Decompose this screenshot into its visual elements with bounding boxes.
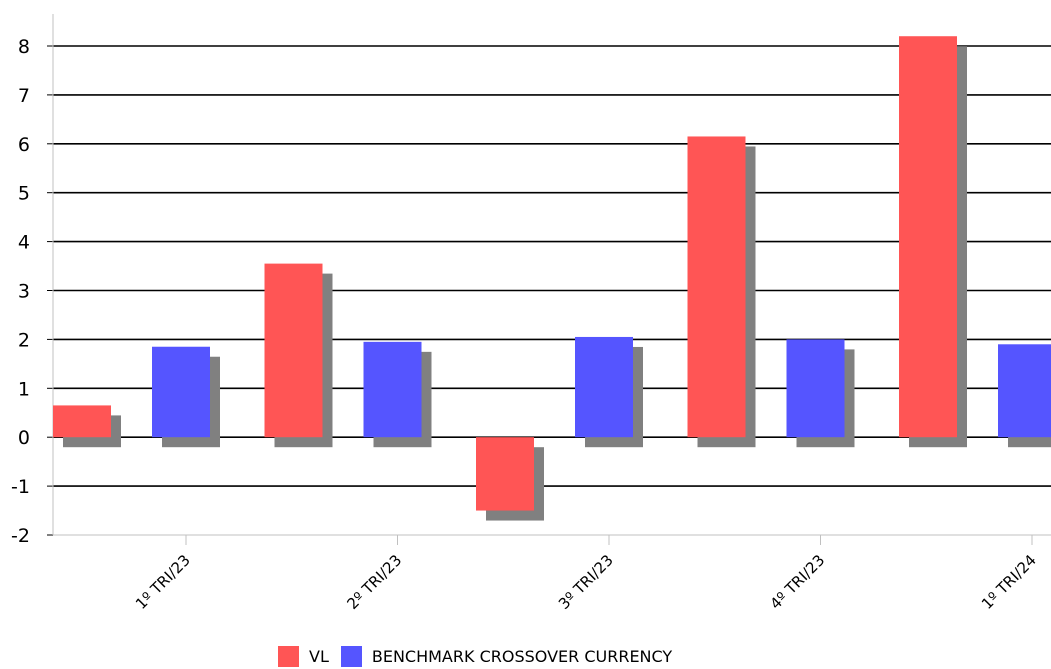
y-tick-label: 5 xyxy=(18,183,30,205)
x-tick-label: 1º TRI/24 xyxy=(978,551,1040,613)
bar-benchmark xyxy=(575,336,633,438)
y-tick-label: 4 xyxy=(18,232,30,254)
bar-vl xyxy=(264,263,323,438)
y-tick-label: -1 xyxy=(11,476,30,498)
bars xyxy=(53,36,1051,511)
x-tick-label: 4º TRI/23 xyxy=(766,551,828,613)
y-tick-label: 3 xyxy=(18,281,30,303)
legend-item-benchmark: BENCHMARK CROSSOVER CURRENCY xyxy=(340,645,673,667)
y-tick-label: 6 xyxy=(18,134,30,156)
y-tick-label: 1 xyxy=(18,378,30,400)
x-axis-ticks: 1º TRI/23 2º TRI/23 3º TRI/23 4º TRI/23 1º T… xyxy=(132,551,1040,613)
bar-benchmark xyxy=(363,341,422,438)
y-tick-label: 0 xyxy=(18,427,30,449)
y-tick-label: -2 xyxy=(11,525,30,547)
bar-vl xyxy=(53,405,111,438)
legend-label-benchmark: BENCHMARK CROSSOVER CURRENCY xyxy=(371,646,673,666)
y-tick-label: 7 xyxy=(18,85,30,107)
legend-swatch-vl xyxy=(278,645,299,667)
bar-benchmark xyxy=(786,339,845,438)
bar-benchmark xyxy=(998,344,1051,438)
bar-vl xyxy=(687,136,746,438)
y-tick-label: 8 xyxy=(18,36,30,58)
legend-label-vl: VL xyxy=(309,646,329,666)
bar-vl xyxy=(899,36,957,438)
legend-swatch-benchmark xyxy=(340,645,362,667)
bar-vl xyxy=(476,437,534,511)
legend: VL BENCHMARK CROSSOVER CURRENCY xyxy=(278,644,684,668)
y-axis-ticks: -2 -1 0 1 2 3 4 5 6 7 8 xyxy=(11,36,30,547)
x-tick-label: 2º TRI/23 xyxy=(343,551,405,613)
axes xyxy=(52,14,1051,545)
x-tick-label: 3º TRI/23 xyxy=(555,551,617,613)
legend-item-vl: VL xyxy=(278,645,329,667)
y-tick-label: 2 xyxy=(18,329,30,351)
bar-benchmark xyxy=(152,346,210,438)
x-tick-label: 1º TRI/23 xyxy=(132,551,194,613)
